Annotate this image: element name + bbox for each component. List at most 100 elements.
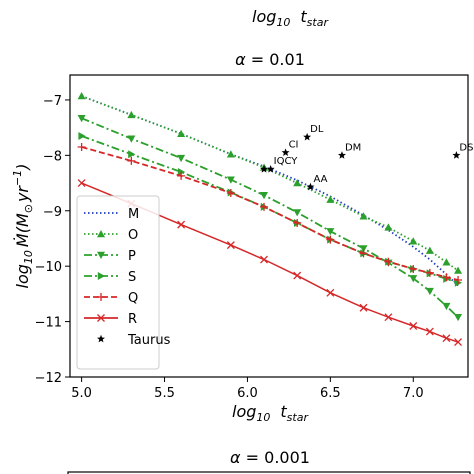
y-axis: −7 −8 −9 −10 −11 −12 bbox=[35, 94, 70, 386]
data-point-p bbox=[127, 135, 136, 143]
data-point-q bbox=[442, 273, 451, 282]
series-layer bbox=[77, 92, 463, 347]
data-point-p bbox=[359, 245, 368, 253]
next-panel-title: α = 0.001 bbox=[230, 448, 310, 467]
data-point-p bbox=[226, 176, 235, 184]
data-point-q bbox=[260, 202, 269, 211]
legend-swatch-marker bbox=[97, 314, 105, 322]
data-point-p bbox=[442, 302, 451, 311]
legend-label: M bbox=[128, 207, 139, 222]
data-point-o bbox=[409, 237, 418, 245]
legend-item-taurus: Taurus bbox=[97, 333, 171, 348]
data-point-r bbox=[359, 303, 368, 312]
data-point-r bbox=[454, 338, 463, 347]
data-point-o bbox=[384, 223, 393, 231]
data-point-taurus bbox=[260, 165, 269, 173]
star-label: AA bbox=[313, 174, 327, 185]
data-point-r bbox=[384, 313, 393, 322]
data-point-q bbox=[226, 189, 235, 198]
legend-label: S bbox=[128, 270, 136, 285]
data-point-r bbox=[326, 288, 335, 297]
x-tick-label: 6.0 bbox=[237, 386, 258, 401]
data-point-q bbox=[77, 143, 86, 152]
data-point-q bbox=[454, 276, 463, 285]
data-point-o bbox=[326, 195, 335, 203]
data-point-q bbox=[127, 156, 136, 165]
data-point-o bbox=[127, 110, 136, 119]
star-label: IQCY bbox=[274, 156, 299, 167]
data-point-p bbox=[326, 228, 335, 236]
data-point-r bbox=[177, 220, 186, 229]
data-point-o bbox=[454, 266, 463, 274]
data-point-q bbox=[177, 171, 186, 180]
data-point-r bbox=[293, 271, 302, 280]
y-axis-label: log10Ṁ(M⊙yr−1) bbox=[11, 164, 35, 289]
data-point-o bbox=[293, 179, 302, 187]
data-point-p bbox=[177, 154, 186, 163]
legend-swatch-marker bbox=[97, 272, 105, 280]
plot-frame bbox=[69, 74, 469, 378]
taurus-points: IQCY CI DL AA DM DS bbox=[260, 124, 473, 191]
legend-item-q: Q bbox=[84, 291, 138, 306]
data-point-r bbox=[77, 179, 86, 188]
x-tick-label: 5.0 bbox=[71, 386, 92, 401]
data-point-r bbox=[425, 327, 434, 336]
legend-swatch-marker bbox=[97, 293, 105, 301]
data-point-taurus bbox=[337, 151, 346, 159]
data-point-s bbox=[78, 131, 86, 140]
data-point-taurus bbox=[266, 165, 275, 173]
legend-label: O bbox=[128, 228, 138, 243]
data-point-taurus bbox=[452, 151, 461, 159]
chart-title: α = 0.01 bbox=[235, 50, 305, 69]
data-point-taurus bbox=[303, 132, 312, 141]
data-point-q bbox=[293, 218, 302, 227]
x-tick-label: 6.5 bbox=[320, 386, 341, 401]
star-label: CI bbox=[289, 140, 299, 151]
legend-label: R bbox=[128, 312, 137, 327]
legend-swatch-marker bbox=[97, 334, 105, 343]
data-point-o bbox=[177, 129, 186, 137]
x-axis: 5.0 5.5 6.0 6.5 7.0 bbox=[71, 377, 424, 401]
star-label: DL bbox=[310, 124, 324, 135]
x-axis-label: log10 tstar bbox=[232, 402, 309, 424]
legend-swatch-marker bbox=[97, 251, 105, 259]
next-panel-frame bbox=[67, 471, 471, 474]
data-point-p bbox=[409, 275, 418, 283]
data-point-q bbox=[359, 249, 368, 258]
data-point-o bbox=[77, 92, 86, 100]
y-tick-label: −10 bbox=[35, 260, 62, 275]
data-point-taurus bbox=[281, 148, 290, 156]
data-point-taurus bbox=[306, 182, 315, 191]
data-point-p bbox=[293, 209, 302, 217]
data-point-r bbox=[226, 241, 235, 250]
star-label: DS bbox=[459, 142, 473, 153]
data-point-r bbox=[409, 322, 418, 330]
legend-label: Q bbox=[128, 291, 138, 306]
data-point-q bbox=[326, 235, 335, 244]
data-point-q bbox=[409, 264, 418, 273]
legend-label: Taurus bbox=[127, 333, 171, 348]
data-point-o bbox=[226, 150, 235, 158]
y-tick-label: −8 bbox=[43, 149, 62, 164]
legend-item-p: P bbox=[84, 249, 136, 264]
data-point-o bbox=[442, 258, 451, 266]
data-point-r bbox=[260, 255, 268, 264]
data-point-p bbox=[425, 287, 434, 296]
y-tick-label: −7 bbox=[43, 94, 62, 109]
legend-item-r: R bbox=[84, 312, 137, 327]
data-point-s bbox=[128, 150, 136, 159]
x-tick-label: 7.0 bbox=[403, 386, 424, 401]
data-point-q bbox=[384, 257, 393, 266]
top-panel-xlabel: log10 tstar bbox=[252, 7, 329, 29]
data-point-p bbox=[260, 192, 269, 200]
legend-item-o: O bbox=[84, 228, 138, 243]
data-point-o bbox=[425, 246, 434, 254]
legend-swatch-marker bbox=[97, 230, 105, 238]
legend-item-s: S bbox=[84, 270, 136, 285]
y-tick-label: −9 bbox=[43, 205, 62, 220]
y-tick-label: −11 bbox=[35, 316, 62, 331]
legend-item-m: M bbox=[84, 207, 139, 222]
star-label: DM bbox=[345, 142, 361, 153]
data-point-p bbox=[454, 313, 463, 322]
data-point-p bbox=[77, 115, 86, 123]
